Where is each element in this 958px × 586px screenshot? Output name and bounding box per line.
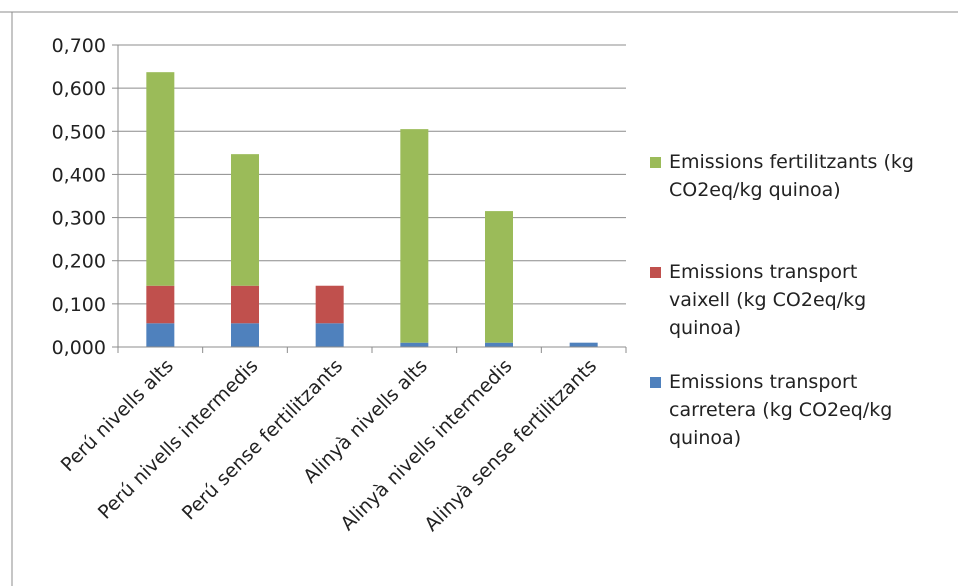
y-tick-label: 0,600 bbox=[52, 78, 106, 100]
y-tick-label: 0,500 bbox=[52, 121, 106, 143]
bars bbox=[146, 72, 598, 347]
legend-label: Emissions fertilitzants (kg CO2eq/kg quin… bbox=[669, 148, 949, 204]
legend-label-line: Emissions fertilitzants (kg bbox=[669, 151, 914, 173]
legend-label-line: Emissions transport bbox=[669, 261, 858, 283]
legend-label-line: carretera (kg CO2eq/kg bbox=[669, 399, 893, 421]
bar-segment bbox=[485, 211, 513, 343]
bar-segment bbox=[231, 323, 259, 347]
legend-label-line: quinoa) bbox=[669, 427, 742, 449]
bar-segment bbox=[400, 129, 429, 343]
y-tick-label: 0,700 bbox=[52, 35, 106, 57]
legend-label: Emissions transport vaixell (kg CO2eq/kg q… bbox=[669, 258, 949, 342]
axes bbox=[117, 45, 627, 353]
y-tick-label: 0,100 bbox=[52, 294, 106, 316]
bar-segment bbox=[315, 285, 344, 324]
legend-swatch bbox=[650, 267, 661, 278]
x-tick-label: Perú nivells intermedis bbox=[94, 355, 263, 524]
y-tick-label: 0,000 bbox=[52, 337, 106, 359]
bar-segment bbox=[400, 342, 429, 347]
legend-swatch bbox=[650, 377, 661, 388]
y-tick-label: 0,300 bbox=[52, 208, 106, 230]
x-tick-label: Alinyà nivells intermedis bbox=[336, 355, 516, 535]
legend-label-line: CO2eq/kg quinoa) bbox=[669, 179, 841, 201]
legend-label: Emissions transport carretera (kg CO2eq/k… bbox=[669, 368, 949, 452]
bar-segment bbox=[146, 72, 175, 286]
y-tick-label: 0,200 bbox=[52, 251, 106, 273]
x-tick-label: Alinyà sense fertilitzants bbox=[420, 355, 601, 536]
bar-segment bbox=[146, 285, 175, 324]
legend-swatch bbox=[650, 157, 661, 168]
legend-label-line: Emissions transport bbox=[669, 371, 858, 393]
bar-segment bbox=[146, 323, 175, 347]
y-axis-tick-labels: 0,000 0,100 0,200 0,300 0,400 0,500 0,600 0,700 bbox=[52, 35, 106, 359]
bar-segment bbox=[485, 342, 513, 347]
x-tick-label: Perú sense fertilitzants bbox=[178, 355, 347, 524]
gridlines bbox=[112, 44, 626, 348]
bar-segment bbox=[569, 342, 598, 347]
bar-segment bbox=[231, 154, 259, 286]
bar-segment bbox=[231, 285, 259, 324]
legend-label-line: quinoa) bbox=[669, 317, 742, 339]
bar-segment bbox=[315, 323, 344, 347]
y-tick-label: 0,400 bbox=[52, 164, 106, 186]
legend-label-line: vaixell (kg CO2eq/kg bbox=[669, 289, 867, 311]
